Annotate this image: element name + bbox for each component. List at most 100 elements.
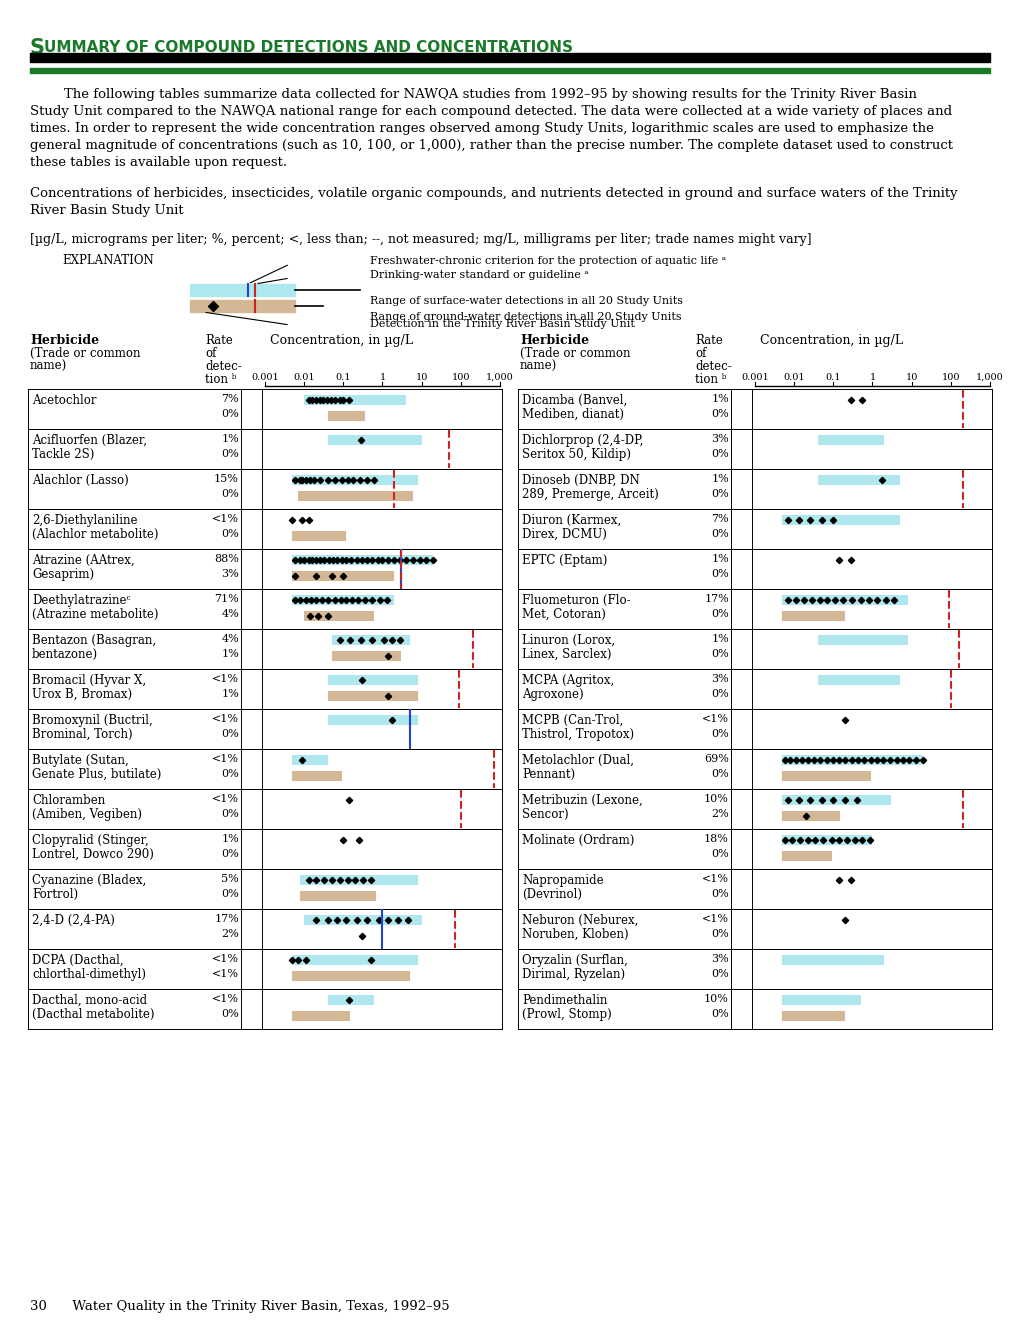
- Text: 2%: 2%: [221, 929, 238, 939]
- Bar: [300, 875, 418, 884]
- Bar: [327, 715, 418, 725]
- Text: 0%: 0%: [221, 409, 238, 418]
- Bar: [817, 475, 899, 484]
- Text: Chloramben: Chloramben: [32, 795, 105, 807]
- Text: Clopyralid (Stinger,: Clopyralid (Stinger,: [32, 834, 149, 847]
- Text: 0%: 0%: [710, 888, 729, 899]
- Text: 0.001: 0.001: [251, 374, 278, 381]
- Text: Pendimethalin: Pendimethalin: [522, 994, 606, 1007]
- Text: <1%: <1%: [212, 675, 238, 684]
- Text: The following tables summarize data collected for NAWQA studies from 1992–95 by : The following tables summarize data coll…: [30, 88, 916, 102]
- Text: 15%: 15%: [214, 474, 238, 484]
- Text: 3%: 3%: [221, 569, 238, 579]
- Text: 0.01: 0.01: [293, 374, 315, 381]
- Text: 0%: 0%: [710, 529, 729, 539]
- Bar: [782, 851, 830, 861]
- Text: Linuron (Lorox,: Linuron (Lorox,: [522, 634, 614, 647]
- Text: Direx, DCMU): Direx, DCMU): [522, 528, 606, 541]
- Text: 17%: 17%: [703, 594, 729, 605]
- Bar: [292, 475, 418, 484]
- Text: (Dacthal metabolite): (Dacthal metabolite): [32, 1008, 154, 1020]
- Text: 1,000: 1,000: [975, 374, 1003, 381]
- Text: 18%: 18%: [703, 834, 729, 843]
- Text: Bentazon (Basagran,: Bentazon (Basagran,: [32, 634, 156, 647]
- Text: detec-: detec-: [205, 360, 242, 374]
- Text: 0.001: 0.001: [741, 374, 768, 381]
- Text: 4%: 4%: [221, 634, 238, 644]
- Text: Drinking-water standard or guideline ᵃ: Drinking-water standard or guideline ᵃ: [370, 271, 588, 280]
- Text: (Trade or common: (Trade or common: [30, 347, 141, 360]
- Text: Rate: Rate: [205, 334, 232, 347]
- Text: general magnitude of concentrations (such as 10, 100, or 1,000), rather than the: general magnitude of concentrations (suc…: [30, 139, 952, 152]
- Text: Brominal, Torch): Brominal, Torch): [32, 729, 132, 741]
- Text: Alachlor (Lasso): Alachlor (Lasso): [32, 474, 128, 487]
- Text: Herbicide: Herbicide: [30, 334, 99, 347]
- Bar: [292, 755, 327, 766]
- Bar: [331, 635, 410, 645]
- Bar: [327, 675, 418, 685]
- Text: 0%: 0%: [710, 449, 729, 459]
- Bar: [30, 69, 989, 73]
- Text: (Amiben, Vegiben): (Amiben, Vegiben): [32, 808, 142, 821]
- Text: tion ᵇ: tion ᵇ: [694, 374, 726, 385]
- Text: 4%: 4%: [221, 609, 238, 619]
- Text: 1,000: 1,000: [486, 374, 514, 381]
- Text: MCPB (Can-Trol,: MCPB (Can-Trol,: [522, 714, 623, 727]
- Text: of: of: [694, 347, 706, 360]
- Text: 0%: 0%: [710, 609, 729, 619]
- Text: 0%: 0%: [710, 569, 729, 579]
- Text: Metolachlor (Dual,: Metolachlor (Dual,: [522, 754, 634, 767]
- Bar: [782, 515, 899, 525]
- Text: EXPLANATION: EXPLANATION: [62, 253, 154, 267]
- Text: <1%: <1%: [212, 969, 238, 979]
- Text: 0%: 0%: [710, 689, 729, 700]
- Bar: [782, 1011, 845, 1020]
- Bar: [327, 436, 421, 445]
- Text: Noruben, Kloben): Noruben, Kloben): [522, 928, 628, 941]
- Text: Lontrel, Dowco 290): Lontrel, Dowco 290): [32, 847, 154, 861]
- Text: Dacthal, mono-acid: Dacthal, mono-acid: [32, 994, 147, 1007]
- Bar: [300, 891, 376, 902]
- Text: 0%: 0%: [221, 1008, 238, 1019]
- Text: 0%: 0%: [710, 849, 729, 859]
- Text: 0%: 0%: [710, 770, 729, 779]
- Text: 0%: 0%: [221, 729, 238, 739]
- Text: 100: 100: [941, 374, 959, 381]
- Text: Sencor): Sencor): [522, 808, 568, 821]
- Bar: [782, 611, 845, 620]
- Text: DCPA (Dacthal,: DCPA (Dacthal,: [32, 954, 123, 968]
- Text: 0%: 0%: [710, 729, 729, 739]
- Text: tion ᵇ: tion ᵇ: [205, 374, 236, 385]
- Text: 0%: 0%: [710, 649, 729, 659]
- Text: Molinate (Ordram): Molinate (Ordram): [522, 834, 634, 847]
- Text: 1%: 1%: [710, 393, 729, 404]
- Text: 5%: 5%: [221, 874, 238, 884]
- Text: Tackle 2S): Tackle 2S): [32, 447, 95, 461]
- Text: Butylate (Sutan,: Butylate (Sutan,: [32, 754, 128, 767]
- Bar: [782, 595, 907, 605]
- Text: [µg/L, micrograms per liter; %, percent; <, less than; --, not measured; mg/L, m: [µg/L, micrograms per liter; %, percent;…: [30, 234, 811, 246]
- Text: Dinoseb (DNBP, DN: Dinoseb (DNBP, DN: [522, 474, 639, 487]
- Text: Acifluorfen (Blazer,: Acifluorfen (Blazer,: [32, 434, 147, 447]
- Text: <1%: <1%: [212, 714, 238, 723]
- Text: Cyanazine (Bladex,: Cyanazine (Bladex,: [32, 874, 146, 887]
- Text: 7%: 7%: [710, 513, 729, 524]
- Bar: [782, 810, 840, 821]
- Text: Neburon (Neburex,: Neburon (Neburex,: [522, 913, 638, 927]
- Text: Dicamba (Banvel,: Dicamba (Banvel,: [522, 393, 627, 407]
- Bar: [190, 284, 294, 296]
- Text: Thistrol, Tropotox): Thistrol, Tropotox): [522, 729, 634, 741]
- Text: <1%: <1%: [212, 795, 238, 804]
- Text: 10%: 10%: [703, 795, 729, 804]
- Text: Napropamide: Napropamide: [522, 874, 603, 887]
- Bar: [817, 675, 899, 685]
- Text: (Atrazine metabolite): (Atrazine metabolite): [32, 609, 158, 620]
- Text: 2%: 2%: [710, 809, 729, 818]
- Bar: [327, 411, 364, 421]
- Bar: [331, 651, 400, 661]
- Text: 0%: 0%: [710, 409, 729, 418]
- Text: 0%: 0%: [710, 1008, 729, 1019]
- Text: Concentration, in µg/L: Concentration, in µg/L: [759, 334, 902, 347]
- Bar: [292, 1011, 350, 1020]
- Bar: [292, 572, 394, 581]
